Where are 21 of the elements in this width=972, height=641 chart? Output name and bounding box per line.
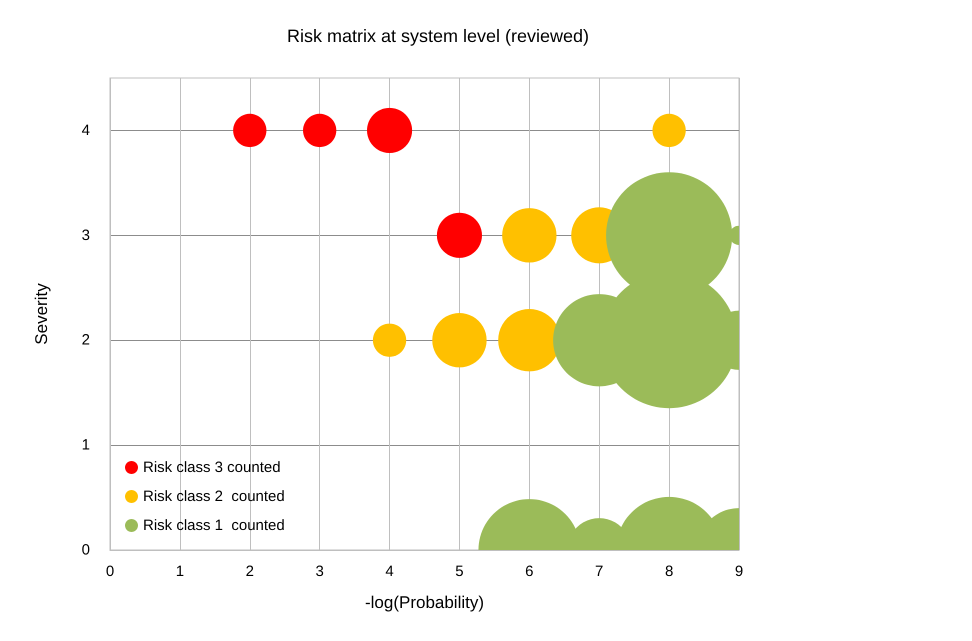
chart-title: Risk matrix at system level (reviewed)	[286, 26, 590, 46]
legend-label: Risk class 3 counted	[143, 459, 281, 476]
x-tick-label: 7	[595, 563, 604, 580]
x-tick-label: 6	[525, 563, 534, 580]
legend-label: Risk class 1 counted	[143, 517, 285, 534]
y-tick-label: 4	[82, 122, 90, 139]
x-tick-label: 5	[455, 563, 464, 580]
x-tick-label: 0	[106, 563, 114, 580]
x-tick-label: 4	[385, 563, 394, 580]
y-tick-label: 1	[82, 436, 90, 454]
x-tick-label: 8	[664, 563, 674, 580]
x-tick-label: 2	[246, 563, 254, 580]
x-tick-label: 1	[176, 563, 184, 580]
x-tick-label: 3	[315, 563, 324, 580]
x-tick-label: 9	[734, 563, 744, 580]
y-tick-label: 2	[82, 332, 90, 349]
legend-label: Risk class 2 counted	[143, 488, 285, 505]
y-axis-title: Severity	[32, 282, 51, 345]
x-axis-title: -log(Probability)	[364, 593, 484, 612]
y-tick-label: 0	[82, 542, 90, 558]
y-tick-label: 3	[82, 226, 90, 244]
